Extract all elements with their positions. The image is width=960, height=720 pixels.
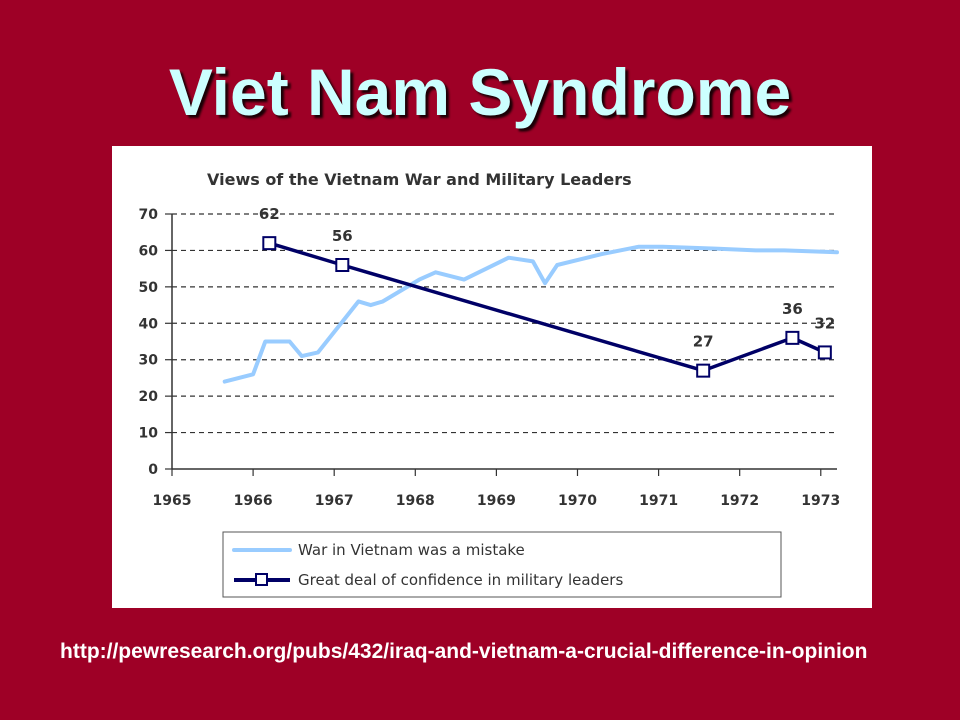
data-point-confidence-4 <box>817 345 832 360</box>
legend-marker-confidence <box>255 573 268 586</box>
chart-legend: War in Vietnam was a mistake Great deal … <box>222 531 782 598</box>
chart-panel: Views of the Vietnam War and Military Le… <box>112 146 872 608</box>
x-tick-label-1967: 1967 <box>315 493 354 509</box>
data-label-confidence-0: 62 <box>259 205 280 223</box>
x-tick-label-1968: 1968 <box>396 493 435 509</box>
legend-label-confidence: Great deal of confidence in military lea… <box>298 571 623 589</box>
chart-title: Views of the Vietnam War and Military Le… <box>207 170 632 189</box>
x-tick-label-1965: 1965 <box>153 493 192 509</box>
y-tick-label-70: 70 <box>139 207 159 223</box>
data-point-confidence-3 <box>785 330 800 345</box>
data-point-confidence-0 <box>262 236 277 251</box>
data-point-confidence-2 <box>696 363 711 378</box>
x-tick-label-1973: 1973 <box>801 493 840 509</box>
source-url[interactable]: http://pewresearch.org/pubs/432/iraq-and… <box>60 640 868 663</box>
series-line-mistake <box>222 244 839 384</box>
chart-svg: Views of the Vietnam War and Military Le… <box>139 170 840 598</box>
x-tick-label-1969: 1969 <box>477 493 516 509</box>
data-label-confidence-2: 27 <box>693 333 714 351</box>
y-tick-label-10: 10 <box>139 426 159 442</box>
y-tick-label-50: 50 <box>139 280 159 296</box>
data-point-confidence-1 <box>335 258 350 272</box>
x-tick-label-1966: 1966 <box>234 493 273 509</box>
y-tick-label-60: 60 <box>139 243 159 259</box>
legend-label-mistake: War in Vietnam was a mistake <box>298 541 525 559</box>
y-tick-label-30: 30 <box>139 353 159 369</box>
x-tick-label-1970: 1970 <box>558 493 597 509</box>
x-tick-label-1971: 1971 <box>639 493 678 509</box>
data-label-confidence-1: 56 <box>332 227 353 245</box>
data-label-confidence-3: 36 <box>782 300 803 318</box>
y-tick-label-40: 40 <box>139 316 159 332</box>
legend-box <box>222 531 782 598</box>
slide-title: Viet Nam Syndrome <box>168 55 792 129</box>
x-tick-label-1972: 1972 <box>720 493 759 509</box>
data-label-confidence-4: 32 <box>814 314 835 332</box>
y-tick-label-20: 20 <box>139 389 159 405</box>
y-tick-label-0: 0 <box>148 462 158 478</box>
